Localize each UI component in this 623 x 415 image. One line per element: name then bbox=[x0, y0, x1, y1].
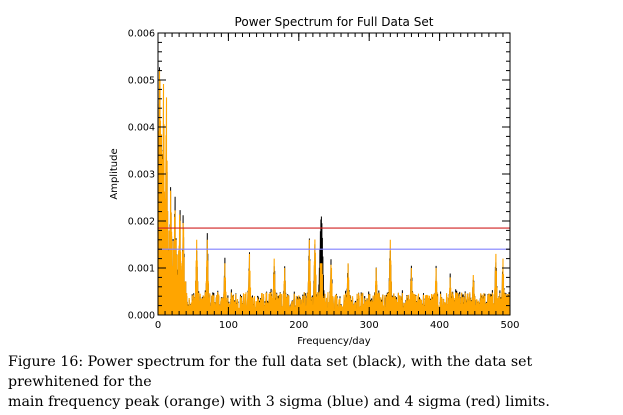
y-tick-label: 0.003 bbox=[128, 170, 155, 181]
series-full-data bbox=[157, 67, 511, 316]
axes: 0 100 200 300 400 500 0.000 0.001 0.002 0.003 0.00… bbox=[128, 29, 520, 332]
y-tick-label: 0.005 bbox=[128, 76, 155, 87]
x-tick-label: 400 bbox=[430, 320, 449, 331]
y-tick-label: 0.002 bbox=[128, 217, 155, 228]
y-tick-label: 0.004 bbox=[128, 123, 155, 134]
x-tick-label: 0 bbox=[155, 320, 161, 331]
plot-area bbox=[157, 67, 511, 316]
caption-line-2: main frequency peak (orange) with 3 sigm… bbox=[8, 394, 550, 410]
y-tick-label: 0.001 bbox=[128, 264, 155, 275]
x-tick-label: 500 bbox=[500, 320, 519, 331]
figure-caption: Figure 16: Power spectrum for the full d… bbox=[8, 352, 618, 412]
power-spectrum-figure: Power Spectrum for Full Data Set 0 100 200… bbox=[109, 15, 520, 347]
caption-line-1: Figure 16: Power spectrum for the full d… bbox=[8, 354, 533, 390]
series-prewhitened bbox=[157, 70, 511, 316]
plot-frame bbox=[157, 32, 511, 316]
y-tick-label: 0.000 bbox=[128, 311, 155, 322]
y-tick-label: 0.006 bbox=[128, 29, 155, 40]
x-tick-label: 300 bbox=[360, 320, 379, 331]
chart-title: Power Spectrum for Full Data Set bbox=[235, 15, 434, 29]
x-axis-label: Frequency/day bbox=[297, 336, 371, 347]
x-tick-label: 200 bbox=[289, 320, 308, 331]
x-tick-label: 100 bbox=[219, 320, 238, 331]
y-axis-label: Amplitude bbox=[109, 148, 120, 199]
